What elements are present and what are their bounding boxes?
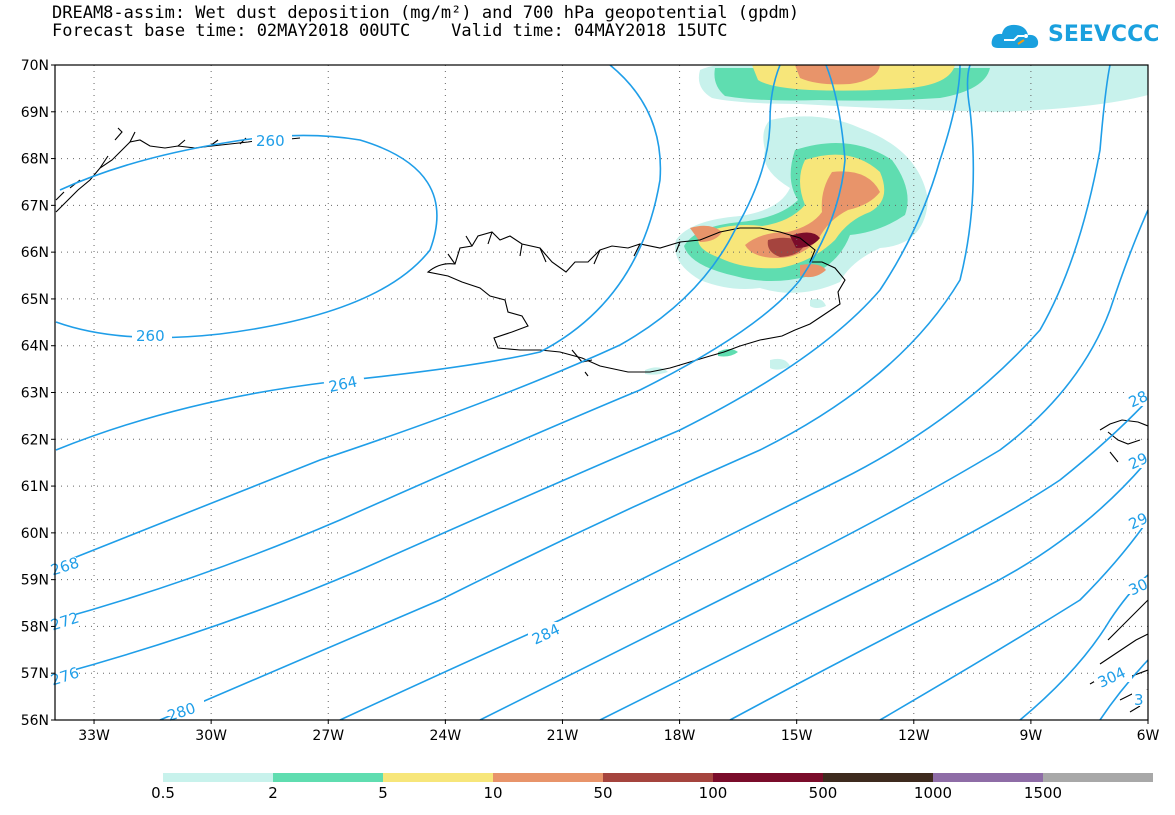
seevccc-logo-text: SEEVCCC [1048,22,1160,47]
lat-label: 57N [21,666,49,682]
lat-label: 69N [21,105,49,121]
legend-swatch [493,773,603,782]
legend-label: 5 [378,784,388,802]
lat-label: 62N [21,432,49,448]
lat-label: 56N [21,713,49,729]
contour-labels: 260 260 264 268 272 276 280 284 28 29 29… [48,132,1151,725]
lon-label: 9W [1020,728,1043,744]
axis-ticks [51,64,1149,724]
lat-label: 66N [21,245,49,261]
legend-label: 1000 [913,784,953,802]
legend-label: 100 [698,784,728,802]
lat-label: 58N [21,619,49,635]
legend-swatch [823,773,933,782]
lon-label: 27W [312,728,344,744]
legend-label: 2 [268,784,278,802]
contour-label: 264 [327,373,359,397]
geopotential-contours [55,65,1148,720]
legend-swatch [933,773,1043,782]
lon-label: 30W [195,728,227,744]
lat-label: 59N [21,573,49,589]
lon-label: 21W [547,728,579,744]
legend-label: 10 [483,784,503,802]
legend-swatch [383,773,493,782]
lon-label: 15W [781,728,813,744]
contour-label: 260 [136,327,165,345]
legend-label: 50 [593,784,613,802]
lon-label: 33W [78,728,110,744]
map-subtitle: Forecast base time: 02MAY2018 00UTC Vali… [52,21,728,41]
contour-label: 3 [1134,691,1144,709]
lat-lon-grid [55,65,1148,720]
lat-label: 70N [21,58,49,74]
legend-label: 0.5 [151,784,175,802]
map-title: DREAM8-assim: Wet dust deposition (mg/m²… [52,3,800,23]
legend-swatch [273,773,383,782]
legend-swatch [713,773,823,782]
dust-deposition-shading [645,65,1148,375]
lon-label: 6W [1137,728,1160,744]
seevccc-cloud-logo-icon [991,24,1039,48]
legend-swatch [1043,773,1153,782]
lat-label: 67N [21,198,49,214]
lat-label: 64N [21,339,49,355]
lat-label: 65N [21,292,49,308]
lon-label: 24W [430,728,462,744]
longitude-labels: 33W 30W 27W 24W 21W 18W 15W 12W 9W 6W [78,728,1159,744]
color-legend [163,773,1153,782]
lon-label: 12W [898,728,930,744]
lat-label: 68N [21,152,49,168]
legend-label: 1500 [1023,784,1063,802]
latitude-labels: 70N 69N 68N 67N 66N 65N 64N 63N 62N 61N 60N 59N 58N 5… [21,58,49,729]
legend-swatch [603,773,713,782]
legend-swatch [163,773,273,782]
lat-label: 63N [21,386,49,402]
contour-label: 260 [256,132,285,150]
lat-label: 60N [21,526,49,542]
lat-label: 61N [21,479,49,495]
legend-label: 500 [808,784,838,802]
lon-label: 18W [664,728,696,744]
